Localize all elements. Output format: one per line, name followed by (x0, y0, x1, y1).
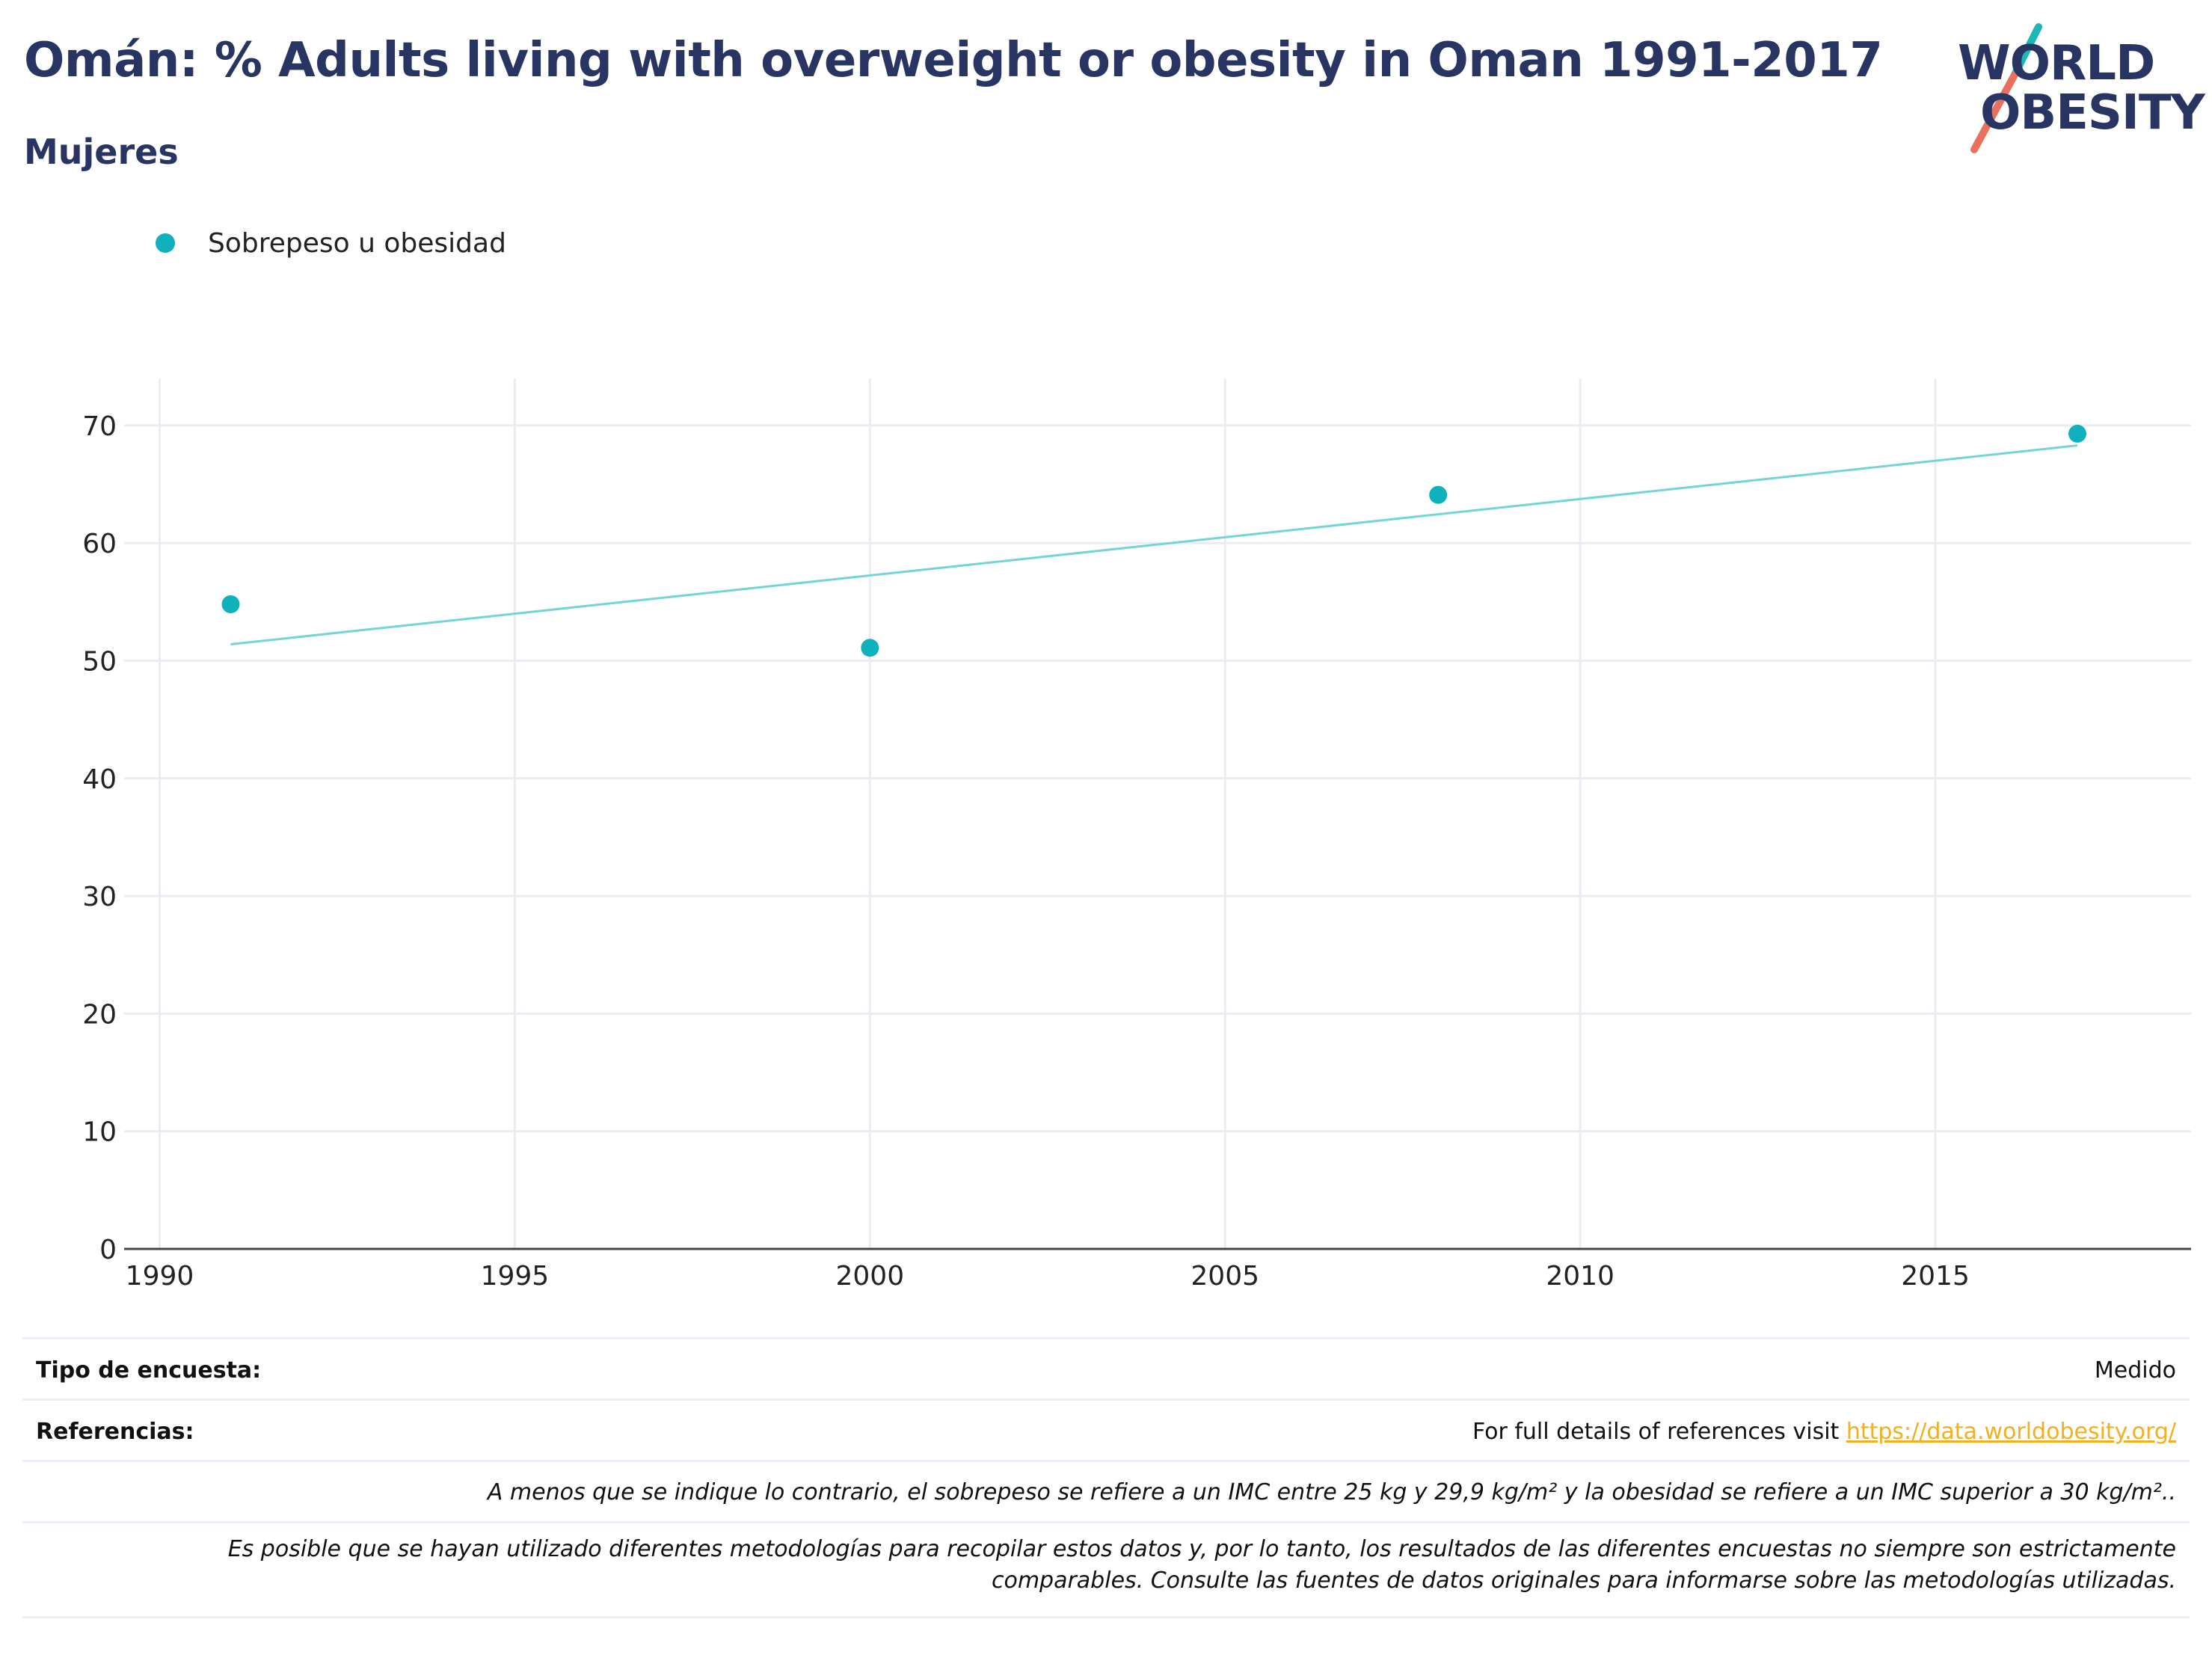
references-label: Referencias: (36, 1419, 194, 1445)
x-tick-label: 2000 (836, 1261, 905, 1286)
survey-type-value: Medido (2094, 1357, 2176, 1384)
footer-row-survey: Tipo de encuesta: Medido (22, 1337, 2190, 1401)
y-tick-label: 70 (82, 411, 117, 442)
page-title: Omán: % Adults living with overweight or… (24, 33, 1883, 88)
logo-word-obesity: OBESITY (1980, 85, 2205, 141)
x-tick-label: 2010 (1546, 1261, 1615, 1286)
scatter-chart: 0 10 20 30 40 50 60 70 1990 1995 2000 2005 2010 2015 (82, 378, 2191, 1286)
note-methodology-line-2: comparables. Consulte las fuentes de dat… (991, 1568, 2176, 1594)
note-methodology-line-1: Es posible que se hayan utilizado difere… (227, 1536, 2176, 1562)
references-text: For full details of references visit (1472, 1419, 1846, 1445)
y-tick-label: 40 (82, 764, 117, 795)
legend-marker-icon (156, 233, 175, 253)
x-tick-label: 2015 (1901, 1261, 1970, 1286)
trend-line (230, 444, 2078, 645)
y-tick-label: 50 (82, 647, 117, 678)
references-link[interactable]: https://data.worldobesity.org/ (1846, 1419, 2176, 1445)
note-bmi-definition: A menos que se indique lo contrario, el … (487, 1479, 2176, 1505)
y-tick-label: 60 (82, 529, 117, 559)
x-tick-label: 1990 (126, 1261, 194, 1286)
world-obesity-logo: WORLD OBESITY (1952, 22, 2205, 157)
y-tick-label: 20 (82, 999, 117, 1030)
legend-label: Sobrepeso u obesidad (208, 227, 506, 259)
logo-word-world: WORLD (1958, 36, 2155, 91)
data-point (2068, 424, 2087, 443)
references-value: For full details of references visit htt… (1472, 1419, 2176, 1445)
footer-row-references: Referencias: For full details of referen… (22, 1398, 2190, 1462)
x-tick-label: 2005 (1191, 1261, 1259, 1286)
y-tick-label: 10 (82, 1117, 117, 1148)
x-tick-label: 1995 (481, 1261, 550, 1286)
y-tick-label: 30 (82, 882, 117, 912)
data-point (221, 595, 240, 614)
footer-row-note-1: A menos que se indique lo contrario, el … (22, 1460, 2190, 1523)
page-subtitle: Mujeres (24, 132, 179, 172)
logo-slash-icon (1970, 23, 2042, 153)
legend[interactable]: Sobrepeso u obesidad (156, 226, 506, 260)
data-point (1429, 485, 1448, 504)
data-point (861, 639, 879, 657)
survey-type-label: Tipo de encuesta: (36, 1357, 262, 1384)
y-tick-label: 0 (99, 1235, 117, 1265)
note-methodology: Es posible que se hayan utilizado difere… (228, 1534, 2176, 1597)
footer-row-note-2: Es posible que se hayan utilizado difere… (22, 1521, 2190, 1618)
